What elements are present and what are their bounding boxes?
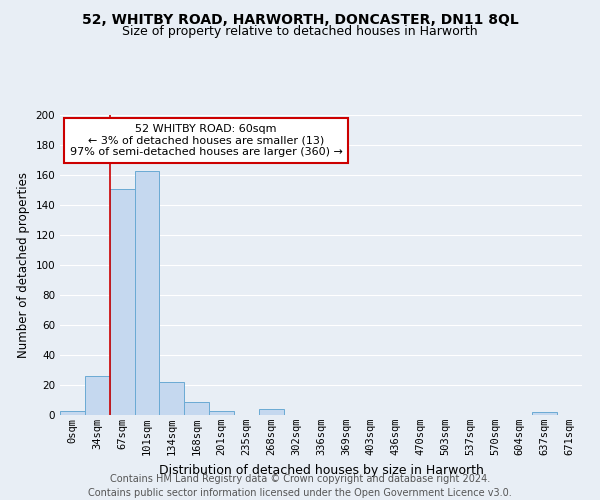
Bar <box>110 188 134 415</box>
X-axis label: Distribution of detached houses by size in Harworth: Distribution of detached houses by size … <box>158 464 484 476</box>
Bar <box>259 409 284 415</box>
Bar <box>134 170 160 415</box>
Y-axis label: Number of detached properties: Number of detached properties <box>17 172 30 358</box>
Bar <box>184 402 209 415</box>
Bar <box>160 382 184 415</box>
Text: 52 WHITBY ROAD: 60sqm
← 3% of detached houses are smaller (13)
97% of semi-detac: 52 WHITBY ROAD: 60sqm ← 3% of detached h… <box>70 124 343 157</box>
Text: 52, WHITBY ROAD, HARWORTH, DONCASTER, DN11 8QL: 52, WHITBY ROAD, HARWORTH, DONCASTER, DN… <box>82 12 518 26</box>
Bar <box>85 376 110 415</box>
Text: Contains HM Land Registry data © Crown copyright and database right 2024.
Contai: Contains HM Land Registry data © Crown c… <box>88 474 512 498</box>
Bar <box>532 412 557 415</box>
Bar <box>60 410 85 415</box>
Bar <box>209 410 234 415</box>
Text: Size of property relative to detached houses in Harworth: Size of property relative to detached ho… <box>122 25 478 38</box>
